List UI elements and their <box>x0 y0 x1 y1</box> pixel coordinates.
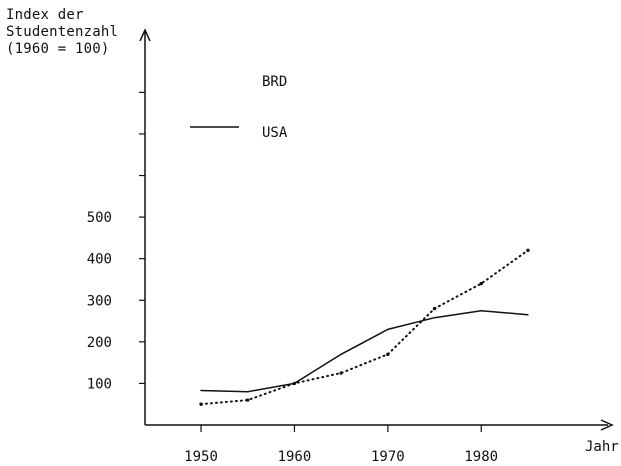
x-tick-label-1960: 1960 <box>278 449 312 465</box>
x-axis-arrow <box>600 419 614 431</box>
legend-label-brd: BRD <box>262 74 287 90</box>
y-tick-label-100: 100 <box>87 376 112 392</box>
y-tick-label-300: 300 <box>87 293 112 309</box>
series-brd <box>199 248 530 406</box>
legend-label-usa: USA <box>262 125 288 141</box>
data-point-brd-1965 <box>339 371 343 375</box>
series-line-brd <box>200 249 529 406</box>
y-axis-title-line-2: Studentenzahl <box>6 24 118 40</box>
y-axis-title-line-3: (1960 = 100) <box>6 41 110 57</box>
y-axis-title-line-1: Index der <box>6 7 84 23</box>
data-point-brd-1975 <box>432 306 437 311</box>
axes-group <box>139 28 614 431</box>
data-point-brd-1950 <box>199 402 203 406</box>
x-tick-label-1980: 1980 <box>464 449 498 465</box>
data-point-brd-1985 <box>526 248 530 253</box>
x-tick-label-1970: 1970 <box>371 449 405 465</box>
data-point-brd-1970 <box>386 352 390 357</box>
data-point-brd-1955 <box>246 398 250 402</box>
y-tick-label-500: 500 <box>87 210 112 226</box>
y-tick-label-400: 400 <box>87 252 112 268</box>
data-point-brd-1980 <box>479 281 483 286</box>
y-tick-label-200: 200 <box>87 335 112 351</box>
series-usa <box>200 309 529 393</box>
x-axis-title: Jahr <box>585 439 619 455</box>
series-line-usa <box>200 309 529 393</box>
y-axis-arrow <box>139 28 151 42</box>
legend-group: BRD USA <box>190 74 288 141</box>
x-tick-label-1950: 1950 <box>184 449 218 465</box>
